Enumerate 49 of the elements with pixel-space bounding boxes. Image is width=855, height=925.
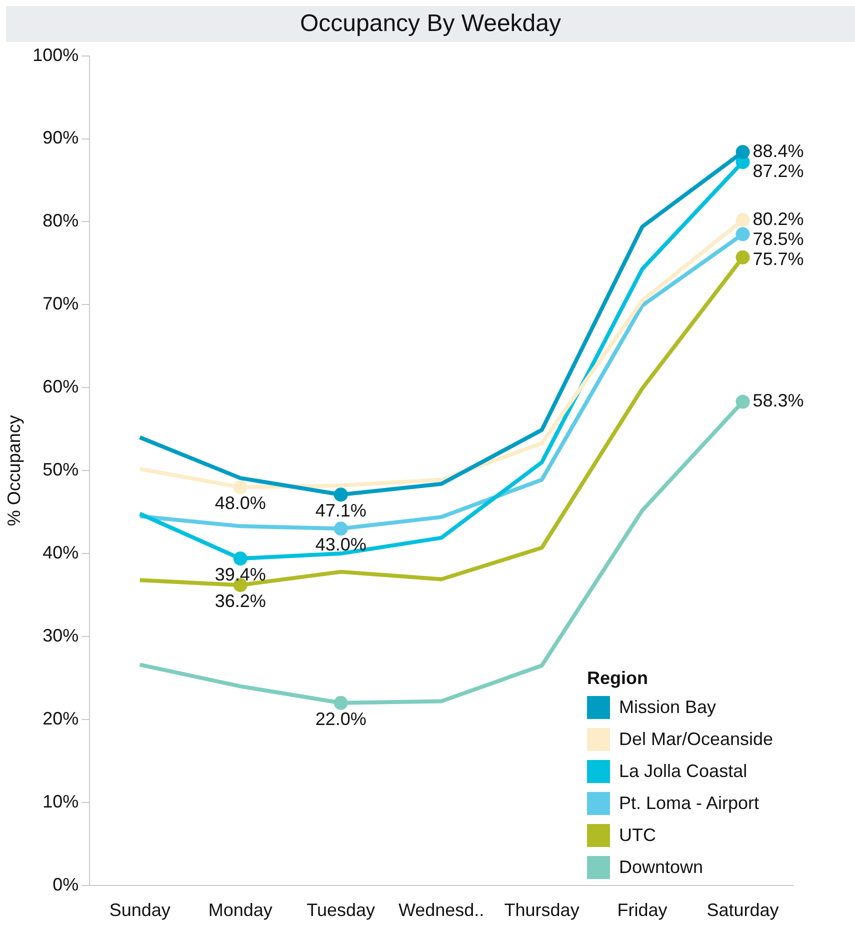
x-tick-label: Saturday	[706, 900, 779, 920]
data-label: 43.0%	[315, 534, 366, 555]
y-tick-label: 100%	[32, 44, 79, 65]
x-tick-label: Tuesday	[306, 900, 376, 920]
point	[736, 394, 750, 409]
y-tick-label: 0%	[52, 874, 79, 894]
y-tick-label: 90%	[42, 128, 79, 148]
data-label: 78.5%	[752, 229, 804, 250]
legend-label: Mission Bay	[619, 696, 716, 718]
x-tick-label: Monday	[208, 900, 272, 920]
legend-label: UTC	[619, 824, 656, 846]
x-tick-label: Friday	[617, 900, 668, 920]
y-tick-label: 20%	[42, 708, 79, 728]
x-tick-label: Sunday	[109, 900, 170, 920]
data-label: 58.3%	[752, 390, 804, 411]
point	[736, 250, 750, 264]
y-tick-label: 10%	[42, 791, 79, 812]
data-label: 22.0%	[315, 708, 366, 729]
legend-label: Del Mar/Oceanside	[619, 728, 774, 750]
data-label: 80.2%	[752, 209, 804, 230]
data-label: 48.0%	[214, 493, 266, 514]
legend-label: Downtown	[619, 856, 704, 878]
y-tick-label: 80%	[42, 210, 79, 231]
point	[233, 480, 248, 494]
point	[334, 522, 348, 536]
point	[334, 696, 348, 710]
chart-title: Occupancy By Weekday	[6, 6, 855, 42]
x-tick-label: Wednesd..	[398, 900, 484, 920]
data-label: 87.2%	[752, 161, 804, 181]
y-tick-label: 60%	[42, 376, 79, 397]
y-tick-label: 50%	[42, 460, 79, 480]
data-label: 39.4%	[214, 564, 266, 585]
data-label: 36.2%	[214, 591, 266, 612]
legend-title: Region	[587, 668, 649, 689]
point	[736, 145, 750, 160]
point	[233, 552, 248, 566]
data-label: 75.7%	[752, 249, 804, 270]
point	[334, 488, 348, 502]
point	[736, 213, 750, 228]
data-label: 88.4%	[752, 141, 804, 161]
y-axis-title: % Occupancy	[4, 415, 24, 526]
x-tick-label: Thursday	[504, 900, 580, 920]
point	[736, 227, 750, 242]
y-tick-label: 70%	[42, 294, 79, 314]
legend-label: Pt. Loma - Airport	[619, 792, 760, 814]
legend-label: La Jolla Coastal	[619, 760, 748, 782]
data-label: 47.1%	[315, 500, 366, 521]
y-tick-label: 30%	[42, 625, 79, 646]
y-tick-label: 40%	[42, 542, 79, 563]
